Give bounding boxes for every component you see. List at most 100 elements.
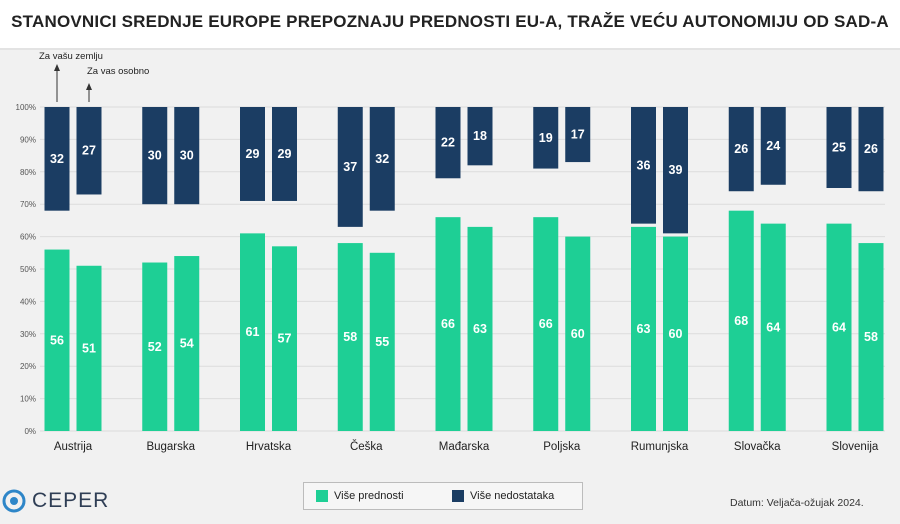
y-tick-label: 80% (20, 168, 36, 177)
bar-negative (760, 107, 786, 185)
bar-negative (369, 107, 395, 211)
data-label: 29 (246, 147, 260, 161)
x-category-label: Rumunjska (631, 441, 689, 453)
bar-negative (435, 107, 461, 179)
bar-negative (858, 107, 884, 192)
legend-label-positive: Više prednosti (334, 490, 404, 502)
x-category-label: Bugarska (146, 441, 195, 453)
bar-negative (533, 107, 559, 169)
y-tick-label: 90% (20, 135, 36, 144)
y-tick-label: 0% (24, 427, 36, 436)
y-tick-label: 70% (20, 200, 36, 209)
data-label: 30 (148, 149, 162, 163)
data-label: 66 (441, 317, 455, 331)
bar-negative (44, 107, 70, 211)
y-tick-label: 100% (16, 103, 36, 112)
y-tick-label: 50% (20, 265, 36, 274)
data-label: 58 (343, 330, 357, 344)
bar-positive (240, 233, 265, 431)
bar-negative (337, 107, 363, 227)
data-label: 19 (539, 131, 553, 145)
brand-name: CEPER (32, 489, 110, 512)
data-label: 30 (180, 149, 194, 163)
bar-positive (435, 217, 461, 431)
bar-negative (142, 107, 168, 205)
bar-positive (533, 217, 559, 431)
x-category-label: Hrvatska (246, 441, 292, 453)
chart-title: STANOVNICI SREDNJE EUROPE PREPOZNAJU PRE… (11, 12, 889, 31)
bar-positive (760, 223, 786, 431)
data-label: 39 (669, 163, 683, 177)
data-label: 63 (473, 322, 487, 336)
legend-swatch-negative (452, 490, 464, 502)
data-label: 55 (375, 335, 389, 349)
y-tick-label: 60% (20, 233, 36, 242)
bar-positive (565, 236, 591, 431)
bar-positive (44, 249, 70, 431)
data-label: 54 (180, 337, 194, 351)
data-label: 52 (148, 340, 162, 354)
bar-positive (337, 243, 363, 431)
ceper-logo: CEPER (2, 488, 109, 514)
bar-positive (142, 262, 168, 431)
data-label: 24 (766, 139, 780, 153)
data-label: 25 (832, 141, 846, 155)
date-note: Datum: Veljača-ožujak 2024. (730, 497, 864, 509)
data-label: 57 (278, 332, 292, 346)
annotation-label: Za vašu zemlju (39, 51, 103, 62)
x-category-label: Slovenija (832, 441, 879, 453)
data-label: 26 (864, 142, 878, 156)
bar-positive (858, 243, 884, 431)
bar-negative (728, 107, 754, 192)
data-label: 27 (82, 144, 96, 158)
data-label: 64 (766, 320, 780, 334)
data-label: 64 (832, 320, 846, 334)
bar-positive (272, 246, 297, 431)
data-label: 68 (734, 314, 748, 328)
annotation-arrowhead (86, 83, 92, 90)
annotation-arrowhead (54, 64, 60, 71)
bar-chart: 0% 10% 20% 30% 40% 50% 60% 70% 80% 90% 100% 56 51 32 2… (16, 51, 885, 453)
data-label: 26 (734, 142, 748, 156)
ceper-logo-icon (2, 489, 26, 513)
bar-positive (76, 265, 102, 431)
data-label: 17 (571, 128, 585, 142)
bar-negative (467, 107, 493, 166)
bar-positive (174, 256, 200, 431)
bar-negative (565, 107, 591, 163)
x-category-label: Austrija (54, 441, 93, 453)
y-tick-label: 40% (20, 297, 36, 306)
bar-negative (272, 107, 297, 201)
y-tick-label: 20% (20, 362, 36, 371)
data-label: 22 (441, 136, 455, 150)
data-label: 51 (82, 341, 96, 355)
data-label: 61 (246, 325, 260, 339)
data-label: 18 (473, 129, 487, 143)
x-category-label: Slovačka (734, 441, 781, 453)
bar-positive (369, 252, 395, 431)
data-label: 58 (864, 330, 878, 344)
data-label: 32 (50, 152, 64, 166)
x-category-label: Mađarska (439, 441, 490, 453)
legend-item-negative: Više nedostataka (452, 489, 554, 503)
bar-positive (467, 226, 493, 431)
x-category-label: Poljska (543, 441, 581, 453)
y-tick-label: 10% (20, 395, 36, 404)
bar-negative (826, 107, 852, 188)
data-label: 63 (637, 322, 651, 336)
legend-label-negative: Više nedostataka (470, 490, 555, 502)
y-tick-label: 30% (20, 330, 36, 339)
bar-negative (76, 107, 102, 195)
legend-swatch-positive (316, 490, 328, 502)
bar-positive (728, 210, 754, 431)
legend: Više prednosti Više nedostataka (303, 482, 583, 510)
bar-negative (240, 107, 265, 201)
bar-positive (631, 226, 656, 431)
bar-negative (174, 107, 200, 205)
data-label: 60 (669, 327, 683, 341)
data-label: 32 (375, 152, 389, 166)
annotation-label: Za vas osobno (87, 66, 149, 77)
legend-item-positive: Više prednosti (316, 489, 404, 503)
title-bar: STANOVNICI SREDNJE EUROPE PREPOZNAJU PRE… (0, 0, 900, 50)
data-label: 56 (50, 333, 64, 347)
